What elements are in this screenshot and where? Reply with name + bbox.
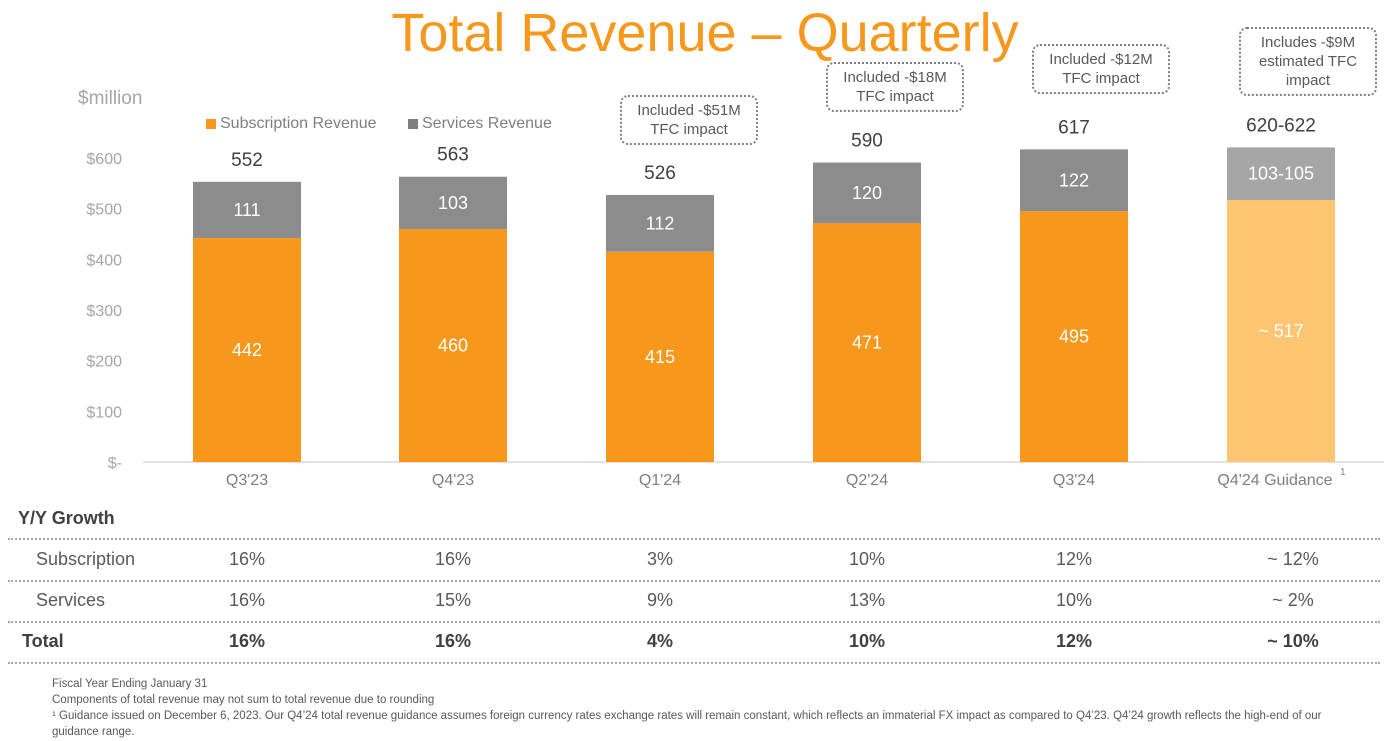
note: Fiscal Year Ending January 31 bbox=[52, 678, 208, 690]
x-tick-label: Q2'24 bbox=[846, 472, 888, 489]
total-label: 552 bbox=[231, 150, 263, 171]
table-cell: ~ 10% bbox=[1267, 631, 1319, 651]
table-cell: 3% bbox=[646, 549, 674, 569]
bar-label-services: 112 bbox=[646, 213, 675, 233]
x-tick-label: Q4'23 bbox=[432, 472, 474, 489]
x-tick-label: Q3'24 bbox=[1053, 472, 1095, 489]
table-cell: 15% bbox=[434, 590, 472, 610]
table-cell: 12% bbox=[1055, 549, 1093, 569]
y-tick-label: $500 bbox=[86, 202, 122, 219]
callout-line: Included -$12M bbox=[1049, 51, 1153, 68]
bar-subscription bbox=[399, 228, 507, 462]
bar-label-services: 103-105 bbox=[1248, 164, 1314, 184]
bar-services bbox=[193, 181, 301, 239]
table-cell: 13% bbox=[848, 590, 886, 610]
total-label: 620-622 bbox=[1246, 115, 1316, 136]
row-label: Total bbox=[22, 631, 64, 651]
table-cell: 4% bbox=[646, 631, 674, 651]
annotation-callout: Included -$18M TFC impact bbox=[826, 62, 964, 112]
callout-line: estimated TFC bbox=[1258, 53, 1358, 70]
callout-line: Included -$51M bbox=[637, 102, 741, 119]
legend-label: Services Revenue bbox=[422, 115, 552, 132]
x-tick-label: Q4'24 Guidance bbox=[1217, 472, 1332, 489]
table-cell: 16% bbox=[434, 549, 472, 569]
y-tick-label: $300 bbox=[86, 303, 122, 320]
table-divider bbox=[8, 621, 1380, 623]
table-cell: ~ 2% bbox=[1272, 590, 1314, 610]
annotation-callout: Included -$51M TFC impact bbox=[620, 95, 758, 145]
bar-label-subscription: ~ 517 bbox=[1258, 321, 1304, 341]
y-tick-label: $600 bbox=[86, 151, 122, 168]
row-label: Subscription bbox=[36, 549, 136, 569]
annotation-callout: Includes -$9M estimated TFC impact bbox=[1239, 27, 1377, 96]
table-divider bbox=[8, 580, 1380, 582]
table-row: Services 16% 15% 9% 13% 10% ~ 2% bbox=[0, 580, 1384, 620]
bar-label-subscription: 460 bbox=[438, 335, 468, 355]
bar-label-subscription: 442 bbox=[232, 340, 262, 360]
annotation-callout: Included -$12M TFC impact bbox=[1032, 44, 1170, 94]
note: Components of total revenue may not sum … bbox=[52, 694, 435, 706]
total-label: 526 bbox=[644, 163, 676, 184]
legend-services: Services Revenue bbox=[408, 115, 552, 133]
y-tick-label: $400 bbox=[86, 252, 122, 269]
bar-subscription bbox=[1020, 211, 1128, 462]
bar-label-subscription: 495 bbox=[1059, 327, 1089, 347]
total-label: 590 bbox=[851, 131, 883, 152]
bar-label-services: 103 bbox=[438, 193, 468, 213]
legend-swatch bbox=[206, 119, 216, 129]
bar-services bbox=[1227, 147, 1335, 201]
table-cell: 10% bbox=[848, 549, 886, 569]
bar-subscription bbox=[193, 238, 301, 462]
callout-line: Includes -$9M bbox=[1260, 34, 1356, 51]
x-tick-superscript: 1 bbox=[1340, 467, 1346, 478]
table-divider bbox=[8, 662, 1380, 664]
legend-label: Subscription Revenue bbox=[220, 115, 377, 132]
y-tick-label: $200 bbox=[86, 354, 122, 371]
y-axis-label: $million bbox=[78, 88, 143, 109]
chart-title: Total Revenue – Quarterly bbox=[391, 3, 1019, 63]
bar-subscription bbox=[1227, 200, 1335, 462]
bar-label-subscription: 415 bbox=[645, 347, 675, 367]
table-cell: 16% bbox=[228, 590, 266, 610]
bar-subscription bbox=[606, 251, 714, 462]
legend-swatch bbox=[408, 119, 418, 129]
bar-label-services: 120 bbox=[852, 183, 882, 203]
row-label: Services bbox=[36, 590, 106, 610]
table-row: Subscription 16% 16% 3% 10% 12% ~ 12% bbox=[0, 539, 1384, 579]
total-label: 563 bbox=[437, 145, 469, 166]
legend-subscription: Subscription Revenue bbox=[206, 115, 377, 133]
x-tick-label: Q1'24 bbox=[639, 472, 681, 489]
callout-line: Included -$18M bbox=[843, 69, 947, 86]
table-cell: 16% bbox=[228, 549, 266, 569]
callout-line: TFC impact bbox=[856, 88, 934, 105]
callout-line: impact bbox=[1285, 72, 1331, 89]
total-label: 617 bbox=[1058, 117, 1090, 138]
callout-line: TFC impact bbox=[650, 121, 728, 138]
chart-plot: $- $100 $200 $300 $400 $500 $600 442 111 552 Q3'23… bbox=[86, 115, 1384, 489]
bar-services bbox=[1020, 149, 1128, 212]
bar-services bbox=[606, 194, 714, 252]
bar-subscription bbox=[813, 223, 921, 462]
table-cell: 12% bbox=[1055, 631, 1093, 651]
table-cell: 9% bbox=[646, 590, 674, 610]
table-cell: 16% bbox=[434, 631, 472, 651]
bar-services bbox=[399, 176, 507, 229]
y-tick-label: $- bbox=[108, 455, 122, 472]
bar-label-subscription: 471 bbox=[852, 333, 882, 353]
bar-label-services: 122 bbox=[1059, 170, 1089, 190]
table-cell: 16% bbox=[228, 631, 266, 651]
x-tick-label: Q3'23 bbox=[226, 472, 268, 489]
callout-line: TFC impact bbox=[1062, 70, 1140, 87]
note: ¹ Guidance issued on December 6, 2023. O… bbox=[52, 710, 1322, 738]
bar-services bbox=[813, 162, 921, 224]
table-cell: 10% bbox=[1055, 590, 1093, 610]
table-divider bbox=[8, 538, 1380, 540]
table-row: Total 16% 16% 4% 10% 12% ~ 10% bbox=[0, 621, 1384, 661]
y-tick-label: $100 bbox=[86, 404, 122, 421]
table-cell: ~ 12% bbox=[1267, 549, 1319, 569]
bar-label-services: 111 bbox=[233, 200, 260, 220]
footnotes: Fiscal Year Ending January 31 Components… bbox=[52, 676, 1352, 740]
table-heading: Y/Y Growth bbox=[18, 508, 115, 528]
table-cell: 10% bbox=[848, 631, 886, 651]
